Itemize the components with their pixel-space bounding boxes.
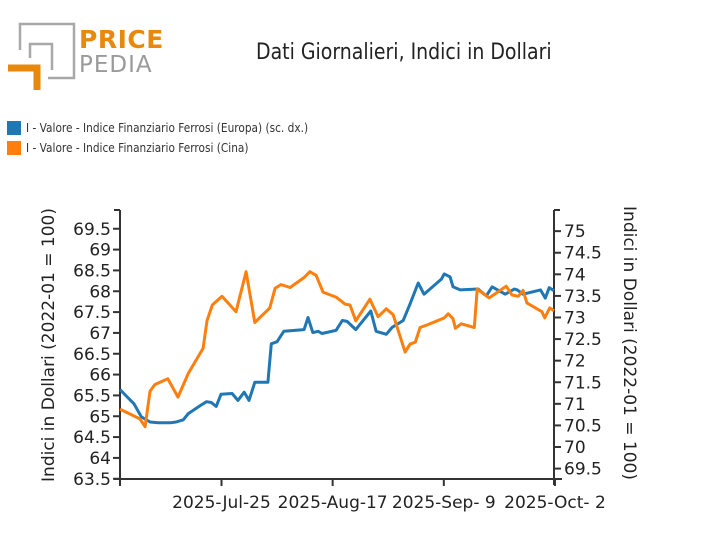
y-right-tick-label: 72.5 bbox=[564, 330, 602, 350]
x-tick-label: 2025-Jul-25 bbox=[172, 493, 271, 513]
y-right-tick-label: 70.5 bbox=[564, 416, 602, 436]
y-left-tick-label: 68 bbox=[89, 282, 111, 302]
legend-swatch-europa bbox=[7, 121, 21, 135]
y-right-tick-label: 72 bbox=[564, 352, 586, 372]
y-left-tick-label: 65 bbox=[89, 407, 111, 427]
y-left-tick-label: 68.5 bbox=[73, 261, 111, 281]
y-left-tick-label: 66.5 bbox=[73, 345, 111, 365]
x-tick-label: 2025-Sep- 9 bbox=[392, 493, 496, 513]
pricepedia-logo: PRICE PEDIA bbox=[0, 0, 170, 100]
y-left-tick-label: 69 bbox=[89, 241, 111, 261]
x-tick-label: 2025-Oct- 2 bbox=[504, 493, 606, 513]
chart-title: Dati Giornalieri, Indici in Dollari bbox=[256, 40, 552, 65]
y-axis-right-label: Indici in Dollari (2022-01 = 100) bbox=[619, 206, 639, 480]
y-right-tick-label: 74 bbox=[564, 265, 586, 285]
y-left-tick-label: 63.5 bbox=[73, 470, 111, 490]
legend-swatch-cina bbox=[7, 141, 21, 155]
y-right-tick-label: 75 bbox=[564, 222, 586, 242]
y-axis-left-label: Indici in Dollari (2022-01 = 100) bbox=[39, 208, 59, 482]
y-left-tick-label: 64.5 bbox=[73, 428, 111, 448]
y-left-tick-label: 67.5 bbox=[73, 303, 111, 323]
y-left-tick-label: 66 bbox=[89, 366, 111, 386]
legend: I - Valore - Indice Finanziario Ferrosi … bbox=[7, 118, 347, 158]
y-right-tick-label: 69.5 bbox=[564, 460, 602, 480]
logo-mark-icon bbox=[8, 22, 76, 90]
y-right-tick-label: 73 bbox=[564, 308, 586, 328]
legend-label-cina: I - Valore - Indice Finanziario Ferrosi … bbox=[26, 141, 249, 155]
logo-text-price: PRICE bbox=[79, 25, 164, 54]
x-tick-label: 2025-Aug-17 bbox=[278, 493, 388, 513]
legend-item-cina[interactable]: I - Valore - Indice Finanziario Ferrosi … bbox=[7, 138, 347, 158]
legend-label-europa: I - Valore - Indice Finanziario Ferrosi … bbox=[26, 121, 309, 135]
y-left-tick-label: 65.5 bbox=[73, 386, 111, 406]
y-right-tick-label: 70 bbox=[564, 438, 586, 458]
series-line-cina bbox=[119, 270, 555, 429]
y-right-tick-label: 71.5 bbox=[564, 373, 602, 393]
y-right-tick-label: 71 bbox=[564, 395, 586, 415]
y-left-tick-label: 69.5 bbox=[73, 220, 111, 240]
y-left-tick-label: 64 bbox=[89, 449, 111, 469]
logo-text-pedia: PEDIA bbox=[79, 52, 153, 78]
legend-item-europa[interactable]: I - Valore - Indice Finanziario Ferrosi … bbox=[7, 118, 347, 138]
y-right-tick-label: 73.5 bbox=[564, 287, 602, 307]
y-left-tick-label: 67 bbox=[89, 324, 111, 344]
y-right-tick-label: 74.5 bbox=[564, 244, 602, 264]
